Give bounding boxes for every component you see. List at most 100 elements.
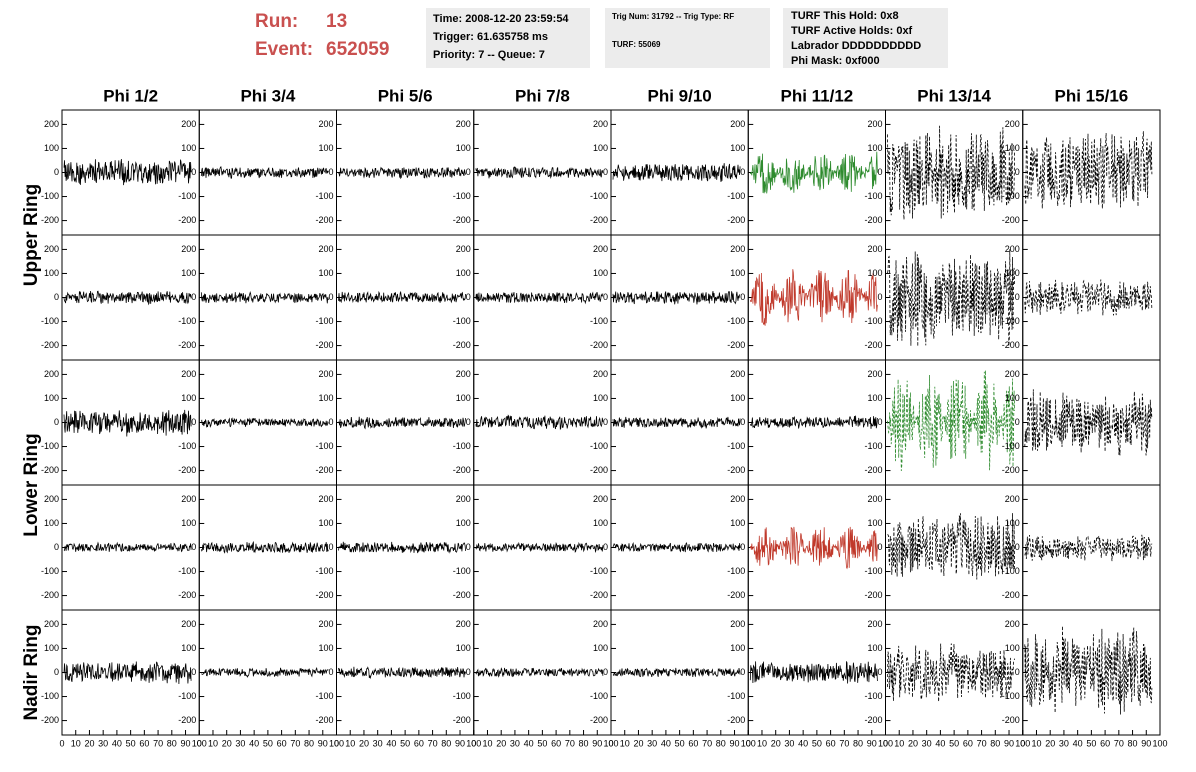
x-tick-label: 90 bbox=[318, 738, 328, 748]
x-tick-label: 20 bbox=[908, 738, 918, 748]
y-tick-label: 0 bbox=[603, 417, 608, 427]
waveform bbox=[63, 661, 192, 685]
y-tick-label: 100 bbox=[867, 268, 882, 278]
y-tick-label: -100 bbox=[864, 566, 882, 576]
x-tick-label: 70 bbox=[428, 738, 438, 748]
waveform bbox=[887, 513, 1015, 580]
y-tick-label: 0 bbox=[328, 292, 333, 302]
waveform bbox=[338, 166, 466, 180]
run-value: 13 bbox=[326, 11, 347, 32]
y-tick-label: 200 bbox=[867, 619, 882, 629]
y-tick-label: 100 bbox=[867, 143, 882, 153]
x-tick-label: 40 bbox=[112, 738, 122, 748]
waveform bbox=[749, 415, 878, 429]
y-tick-label: -200 bbox=[727, 465, 745, 475]
y-tick-label: 200 bbox=[456, 244, 471, 254]
y-tick-label: -100 bbox=[864, 691, 882, 701]
column-label: Phi 13/14 bbox=[917, 86, 991, 105]
y-tick-label: 0 bbox=[877, 542, 882, 552]
x-tick-label: 70 bbox=[702, 738, 712, 748]
waveform bbox=[475, 541, 604, 554]
y-tick-label: 100 bbox=[318, 393, 333, 403]
waveform bbox=[338, 290, 466, 304]
y-tick-label: -100 bbox=[590, 316, 608, 326]
y-tick-label: -100 bbox=[41, 691, 59, 701]
y-tick-label: -100 bbox=[41, 441, 59, 451]
y-tick-label: 0 bbox=[603, 542, 608, 552]
y-tick-label: -100 bbox=[453, 566, 471, 576]
x-tick-label: 90 bbox=[1004, 738, 1014, 748]
y-tick-label: 0 bbox=[1015, 667, 1020, 677]
info-box bbox=[783, 8, 948, 68]
x-tick-label: 20 bbox=[359, 738, 369, 748]
y-tick-label: 0 bbox=[740, 417, 745, 427]
y-tick-label: -200 bbox=[315, 715, 333, 725]
y-tick-label: 200 bbox=[318, 244, 333, 254]
info-line: Time: 2008-12-20 23:59:54 bbox=[433, 13, 569, 25]
y-tick-label: 100 bbox=[1005, 143, 1020, 153]
y-tick-label: -100 bbox=[453, 191, 471, 201]
y-tick-label: -100 bbox=[41, 566, 59, 576]
waveform bbox=[612, 416, 741, 429]
x-tick-label: 60 bbox=[139, 738, 149, 748]
x-tick-label: 30 bbox=[98, 738, 108, 748]
y-tick-label: -200 bbox=[453, 340, 471, 350]
y-tick-label: -200 bbox=[1002, 590, 1020, 600]
y-tick-label: 0 bbox=[191, 167, 196, 177]
y-tick-label: 200 bbox=[1005, 619, 1020, 629]
y-tick-label: 0 bbox=[191, 417, 196, 427]
info-line: Trig Num: 31792 -- Trig Type: RF bbox=[612, 12, 734, 21]
y-tick-label: 0 bbox=[54, 167, 59, 177]
info-box bbox=[605, 8, 770, 68]
y-tick-label: 200 bbox=[181, 619, 196, 629]
y-tick-label: 0 bbox=[328, 667, 333, 677]
y-tick-label: -200 bbox=[727, 590, 745, 600]
x-tick-label: 40 bbox=[249, 738, 259, 748]
x-tick-label: 0 bbox=[746, 738, 751, 748]
y-tick-label: 200 bbox=[456, 119, 471, 129]
y-tick-label: 0 bbox=[740, 667, 745, 677]
ring-label: Nadir Ring bbox=[21, 624, 42, 720]
y-tick-label: -100 bbox=[178, 441, 196, 451]
y-tick-label: -100 bbox=[315, 691, 333, 701]
y-tick-label: 200 bbox=[1005, 494, 1020, 504]
y-tick-label: 200 bbox=[318, 494, 333, 504]
y-tick-label: 100 bbox=[456, 143, 471, 153]
y-tick-label: 200 bbox=[730, 619, 745, 629]
column-label: Phi 11/12 bbox=[780, 86, 853, 105]
waveform bbox=[887, 370, 1015, 472]
y-tick-label: -100 bbox=[864, 441, 882, 451]
y-tick-label: -200 bbox=[178, 715, 196, 725]
y-tick-label: -100 bbox=[590, 691, 608, 701]
x-tick-label: 50 bbox=[263, 738, 273, 748]
y-tick-label: -200 bbox=[41, 715, 59, 725]
y-tick-label: 200 bbox=[456, 369, 471, 379]
y-tick-label: -200 bbox=[1002, 715, 1020, 725]
y-tick-label: -100 bbox=[178, 691, 196, 701]
y-tick-label: 200 bbox=[181, 494, 196, 504]
y-tick-label: 0 bbox=[191, 667, 196, 677]
info-line: TURF Active Holds: 0xf bbox=[791, 25, 913, 37]
y-tick-label: 100 bbox=[44, 393, 59, 403]
waveform bbox=[475, 291, 604, 305]
x-tick-label: 40 bbox=[661, 738, 671, 748]
y-tick-label: 200 bbox=[867, 244, 882, 254]
y-tick-label: -100 bbox=[727, 691, 745, 701]
y-tick-label: 0 bbox=[54, 292, 59, 302]
x-tick-label: 20 bbox=[222, 738, 232, 748]
y-tick-label: 0 bbox=[877, 667, 882, 677]
waveform bbox=[338, 416, 466, 430]
x-tick-label: 80 bbox=[304, 738, 314, 748]
x-tick-label: 50 bbox=[400, 738, 410, 748]
y-tick-label: 100 bbox=[867, 393, 882, 403]
y-tick-label: -100 bbox=[1002, 191, 1020, 201]
y-tick-label: 100 bbox=[593, 518, 608, 528]
x-tick-label: 90 bbox=[455, 738, 465, 748]
y-tick-label: 200 bbox=[1005, 369, 1020, 379]
y-tick-label: -100 bbox=[453, 441, 471, 451]
y-tick-label: 200 bbox=[318, 619, 333, 629]
y-tick-label: -100 bbox=[41, 316, 59, 326]
y-tick-label: -200 bbox=[178, 215, 196, 225]
y-tick-label: 200 bbox=[318, 119, 333, 129]
y-tick-label: -100 bbox=[727, 566, 745, 576]
